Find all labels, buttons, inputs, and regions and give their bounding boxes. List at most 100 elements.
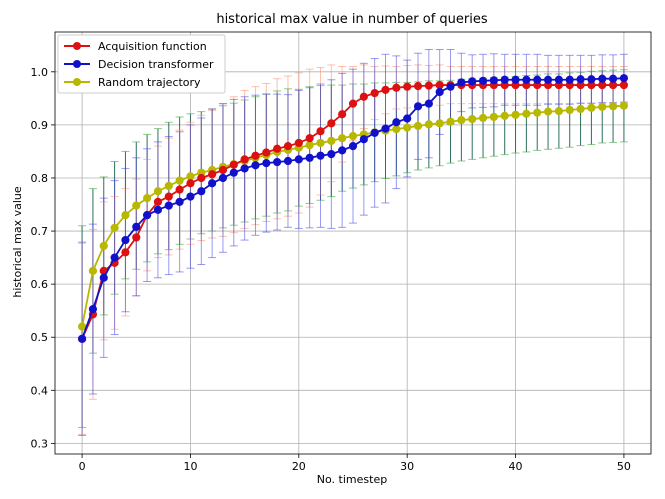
- point-random-trajectory: [446, 117, 455, 126]
- point-acquisition-function: [262, 148, 271, 157]
- point-random-trajectory: [110, 223, 119, 232]
- point-decision-transformer: [273, 157, 282, 167]
- point-acquisition-function: [392, 83, 401, 92]
- point-decision-transformer: [500, 75, 509, 84]
- x-axis-label: No. timestep: [317, 473, 387, 486]
- point-decision-transformer: [457, 78, 466, 87]
- point-random-trajectory: [435, 119, 444, 128]
- point-decision-transformer: [175, 197, 184, 206]
- point-decision-transformer: [403, 114, 412, 123]
- point-decision-transformer: [305, 153, 314, 162]
- point-acquisition-function: [218, 165, 228, 175]
- point-random-trajectory: [565, 105, 574, 115]
- point-decision-transformer: [88, 304, 98, 314]
- point-decision-transformer: [435, 87, 444, 97]
- point-decision-transformer: [153, 205, 163, 214]
- point-decision-transformer: [413, 102, 423, 111]
- point-decision-transformer: [370, 128, 379, 137]
- point-random-trajectory: [77, 322, 87, 331]
- x-tick-label: 30: [400, 460, 414, 473]
- point-acquisition-function: [338, 110, 347, 119]
- point-random-trajectory: [305, 140, 314, 150]
- chart-title: historical max value in number of querie…: [216, 12, 488, 27]
- point-decision-transformer: [619, 74, 629, 83]
- point-decision-transformer: [446, 82, 455, 91]
- point-random-trajectory: [316, 138, 325, 148]
- point-random-trajectory: [543, 107, 553, 116]
- legend-label: Random trajectory: [98, 76, 201, 89]
- point-acquisition-function: [121, 248, 130, 257]
- x-tick-label: 20: [292, 460, 306, 473]
- point-decision-transformer: [77, 334, 87, 343]
- point-random-trajectory: [186, 172, 195, 181]
- y-tick-label: 0.3: [31, 437, 49, 450]
- point-decision-transformer: [424, 99, 433, 108]
- point-decision-transformer: [522, 75, 531, 84]
- point-decision-transformer: [240, 164, 249, 173]
- point-decision-transformer: [543, 75, 553, 84]
- point-random-trajectory: [598, 102, 607, 111]
- point-random-trajectory: [511, 110, 520, 119]
- legend: Acquisition function Decision transforme…: [57, 34, 226, 94]
- legend-item-decision-transformer: Decision transformer: [64, 58, 214, 71]
- point-random-trajectory: [533, 108, 542, 117]
- point-acquisition-function: [175, 185, 184, 194]
- point-acquisition-function: [305, 134, 314, 143]
- point-acquisition-function: [348, 99, 358, 108]
- point-acquisition-function: [132, 233, 141, 242]
- point-decision-transformer: [218, 173, 228, 183]
- legend-item-acquisition-function: Acquisition function: [64, 40, 207, 53]
- point-acquisition-function: [619, 80, 629, 90]
- legend-item-random-trajectory: Random trajectory: [64, 76, 201, 89]
- point-random-trajectory: [468, 114, 477, 124]
- point-random-trajectory: [500, 111, 509, 120]
- series-lines: [77, 74, 629, 343]
- y-tick-label: 0.4: [31, 384, 49, 397]
- point-acquisition-function: [435, 80, 444, 90]
- axes: 0 10 20 30 40 50 0.3 0.4 0.5 0.6 0.7 0.8 0.9 1.0: [31, 31, 652, 473]
- point-decision-transformer: [229, 168, 238, 177]
- point-decision-transformer: [533, 75, 542, 84]
- x-tick-label: 10: [183, 460, 197, 473]
- point-random-trajectory: [153, 187, 163, 196]
- point-acquisition-function: [153, 197, 163, 206]
- point-acquisition-function: [359, 92, 368, 101]
- point-random-trajectory: [327, 136, 336, 145]
- point-decision-transformer: [143, 211, 152, 220]
- legend-swatch-marker: [73, 78, 81, 86]
- point-decision-transformer: [348, 142, 358, 151]
- legend-swatch-marker: [73, 42, 81, 50]
- point-acquisition-function: [197, 173, 206, 183]
- point-decision-transformer: [608, 74, 618, 83]
- point-decision-transformer: [587, 75, 596, 84]
- point-acquisition-function: [186, 179, 195, 188]
- point-acquisition-function: [229, 160, 238, 169]
- point-acquisition-function: [403, 82, 412, 91]
- x-tick-label: 0: [79, 460, 86, 473]
- point-acquisition-function: [208, 170, 217, 179]
- point-decision-transformer: [381, 124, 390, 133]
- plot-frame: [54, 31, 652, 455]
- y-tick-label: 0.6: [31, 278, 49, 291]
- x-tick-label: 50: [617, 460, 631, 473]
- point-decision-transformer: [197, 187, 206, 196]
- y-tick-label: 1.0: [31, 66, 49, 79]
- point-acquisition-function: [413, 82, 423, 91]
- point-decision-transformer: [554, 75, 563, 84]
- point-acquisition-function: [283, 142, 293, 151]
- point-random-trajectory: [619, 101, 629, 110]
- point-acquisition-function: [240, 155, 249, 164]
- point-random-trajectory: [576, 104, 585, 114]
- point-random-trajectory: [143, 194, 152, 203]
- point-decision-transformer: [121, 235, 130, 245]
- y-axis-label: historical max value: [11, 186, 24, 297]
- point-decision-transformer: [294, 155, 303, 164]
- point-decision-transformer: [132, 222, 141, 231]
- point-decision-transformer: [316, 151, 325, 160]
- point-decision-transformer: [576, 75, 585, 84]
- point-decision-transformer: [251, 161, 260, 170]
- point-acquisition-function: [381, 85, 390, 94]
- legend-box: [57, 34, 226, 94]
- point-decision-transformer: [110, 253, 119, 262]
- point-decision-transformer: [99, 273, 108, 282]
